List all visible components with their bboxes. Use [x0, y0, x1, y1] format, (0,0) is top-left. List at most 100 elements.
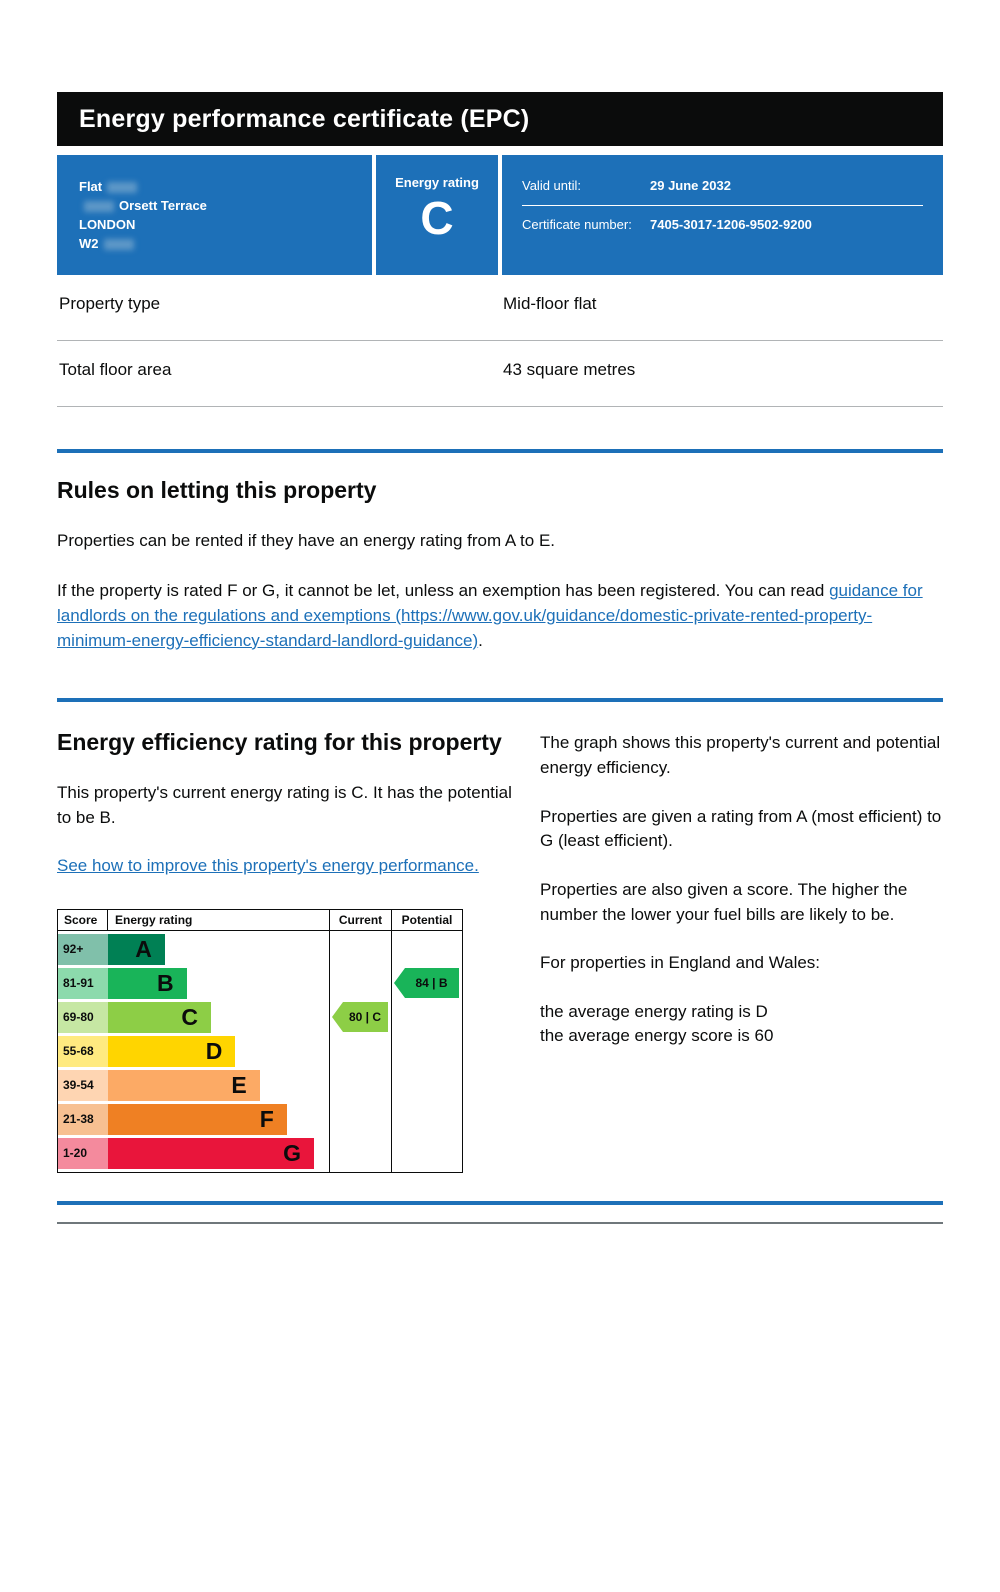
property-type-label: Property type: [59, 294, 161, 313]
band-row-d: 55-68 D: [58, 1035, 329, 1070]
band-bar: C: [108, 1001, 211, 1033]
average-score-text: the average energy score is 60: [540, 1026, 774, 1046]
band-bar: F: [108, 1103, 287, 1135]
address-line-1: Flat: [79, 177, 350, 196]
potential-arrow-label: 84 | B: [415, 975, 448, 990]
validity-box: Valid until: 29 June 2032 Certificate nu…: [502, 155, 943, 275]
band-score: 81-91: [58, 967, 108, 999]
efficiency-section: Energy efficiency rating for this proper…: [57, 728, 943, 1173]
address-box: Flat Orsett Terrace LONDON W2: [57, 155, 372, 275]
band-score-text: 69-80: [63, 1010, 94, 1025]
redacted-text: [107, 182, 138, 194]
property-type-value: Mid-floor flat: [503, 294, 597, 313]
band-letter: D: [205, 1037, 223, 1064]
floor-area-label: Total floor area: [59, 360, 172, 379]
current-arrow: 80 | C: [332, 1001, 388, 1032]
band-bar: B: [108, 967, 187, 999]
band-score-text: 55-68: [63, 1044, 94, 1059]
potential-column-header: Potential: [391, 909, 462, 930]
address-line-3: LONDON: [79, 215, 350, 234]
rules-heading: Rules on letting this property: [57, 477, 377, 503]
band-row-a: 92+ A: [58, 933, 329, 968]
potential-rating-column: 84 | B: [391, 930, 462, 1172]
score-column-header: Score: [58, 909, 108, 930]
floor-area-value: 43 square metres: [503, 360, 636, 379]
band-score: 55-68: [58, 1035, 108, 1067]
summary-panel: Flat Orsett Terrace LONDON W2 Energy rat…: [57, 155, 943, 275]
band-letter: F: [259, 1105, 274, 1132]
section-divider: [57, 449, 943, 453]
band-score-text: 1-20: [63, 1146, 88, 1161]
energy-rating-box: Energy rating C: [376, 155, 498, 275]
band-score-text: 21-38: [63, 1112, 94, 1127]
certificate-number-value: 7405-3017-1206-9502-9200: [650, 217, 812, 232]
header-banner: Energy performance certificate (EPC): [57, 92, 943, 146]
landlord-guidance-link[interactable]: guidance for landlords on the regulation…: [57, 581, 923, 650]
band-row-g: 1-20 G: [58, 1137, 329, 1172]
valid-until-row: Valid until: 29 June 2032: [522, 173, 923, 198]
band-score: 39-54: [58, 1069, 108, 1101]
band-score: 21-38: [58, 1103, 108, 1135]
band-score-text: 81-91: [63, 976, 94, 991]
footer-divider: [57, 1221, 943, 1224]
address-line-2: Orsett Terrace: [79, 196, 350, 215]
validity-divider: [522, 205, 923, 206]
band-row-e: 39-54 E: [58, 1069, 329, 1104]
improve-performance-link[interactable]: See how to improve this property's energ…: [57, 856, 479, 876]
rules-paragraph-2-text: If the property is rated F or G, it cann…: [57, 581, 830, 601]
certificate-number-label: Certificate number:: [522, 217, 632, 232]
band-letter: A: [135, 935, 152, 962]
chart-body: 92+ A 81-91 B 69-80 C 55-68: [58, 930, 462, 1172]
energy-rating-value: C: [420, 192, 454, 244]
valid-until-label: Valid until:: [522, 178, 582, 193]
band-letter: B: [156, 969, 174, 996]
band-score: 1-20: [58, 1137, 108, 1169]
floor-area-row: Total floor area 43 square metres: [57, 341, 943, 407]
energy-rating-chart: Score Energy rating Current Potential 92…: [57, 908, 463, 1173]
chart-header-row: Score Energy rating Current Potential: [58, 909, 462, 931]
rating-explanation-column: The graph shows this property's current …: [540, 728, 943, 1173]
section-divider: [57, 1200, 943, 1205]
current-arrow-label: 80 | C: [348, 1009, 382, 1024]
energy-rating-label: Energy rating: [395, 175, 479, 190]
explanation-paragraph-1: The graph shows this property's current …: [540, 733, 941, 777]
epc-document: Energy performance certificate (EPC) Fla…: [57, 92, 943, 1224]
band-row-f: 21-38 F: [58, 1103, 329, 1138]
band-bar: G: [108, 1137, 314, 1169]
band-bar: E: [108, 1069, 260, 1101]
improve-performance-paragraph: See how to improve this property's energ…: [57, 854, 512, 879]
band-letter: E: [231, 1071, 247, 1098]
rules-paragraph-1: Properties can be rented if they have an…: [57, 530, 556, 550]
band-row-c: 69-80 C: [58, 1001, 329, 1036]
address-text: Orsett Terrace: [119, 198, 207, 213]
explanation-paragraph-4: For properties in England and Wales:: [540, 953, 821, 973]
band-row-b: 81-91 B: [58, 967, 329, 1002]
efficiency-left-column: Energy efficiency rating for this proper…: [57, 728, 512, 1173]
band-bar: A: [108, 933, 165, 965]
certificate-number-row: Certificate number: 7405-3017-1206-9502-…: [522, 212, 923, 237]
potential-arrow: 84 | B: [394, 967, 459, 998]
redacted-text: [103, 239, 134, 251]
band-letter: G: [283, 1139, 301, 1166]
section-divider: [57, 698, 943, 703]
average-rating-text: the average energy rating is D: [540, 1001, 768, 1021]
valid-until-value: 29 June 2032: [650, 178, 731, 193]
current-rating-column: 80 | C: [329, 930, 391, 1172]
band-score-text: 92+: [63, 942, 84, 957]
redacted-text: [84, 201, 114, 213]
address-text: Flat: [79, 179, 103, 194]
address-text: LONDON: [79, 217, 136, 232]
band-score: 92+: [58, 933, 108, 965]
address-text: W2: [79, 236, 99, 251]
explanation-paragraph-3: Properties are also given a score. The h…: [540, 879, 908, 924]
page-title: Energy performance certificate (EPC): [79, 104, 530, 133]
band-bar: D: [108, 1035, 236, 1067]
band-score: 69-80: [58, 1001, 108, 1033]
rules-paragraph-2: If the property is rated F or G, it cann…: [57, 579, 943, 653]
explanation-paragraph-2: Properties are given a rating from A (mo…: [540, 806, 942, 851]
current-column-header: Current: [329, 909, 391, 930]
rules-paragraph-2-suffix: .: [478, 630, 483, 650]
efficiency-heading: Energy efficiency rating for this proper…: [57, 729, 502, 756]
band-score-text: 39-54: [63, 1078, 94, 1093]
efficiency-paragraph: This property's current energy rating is…: [57, 783, 512, 827]
